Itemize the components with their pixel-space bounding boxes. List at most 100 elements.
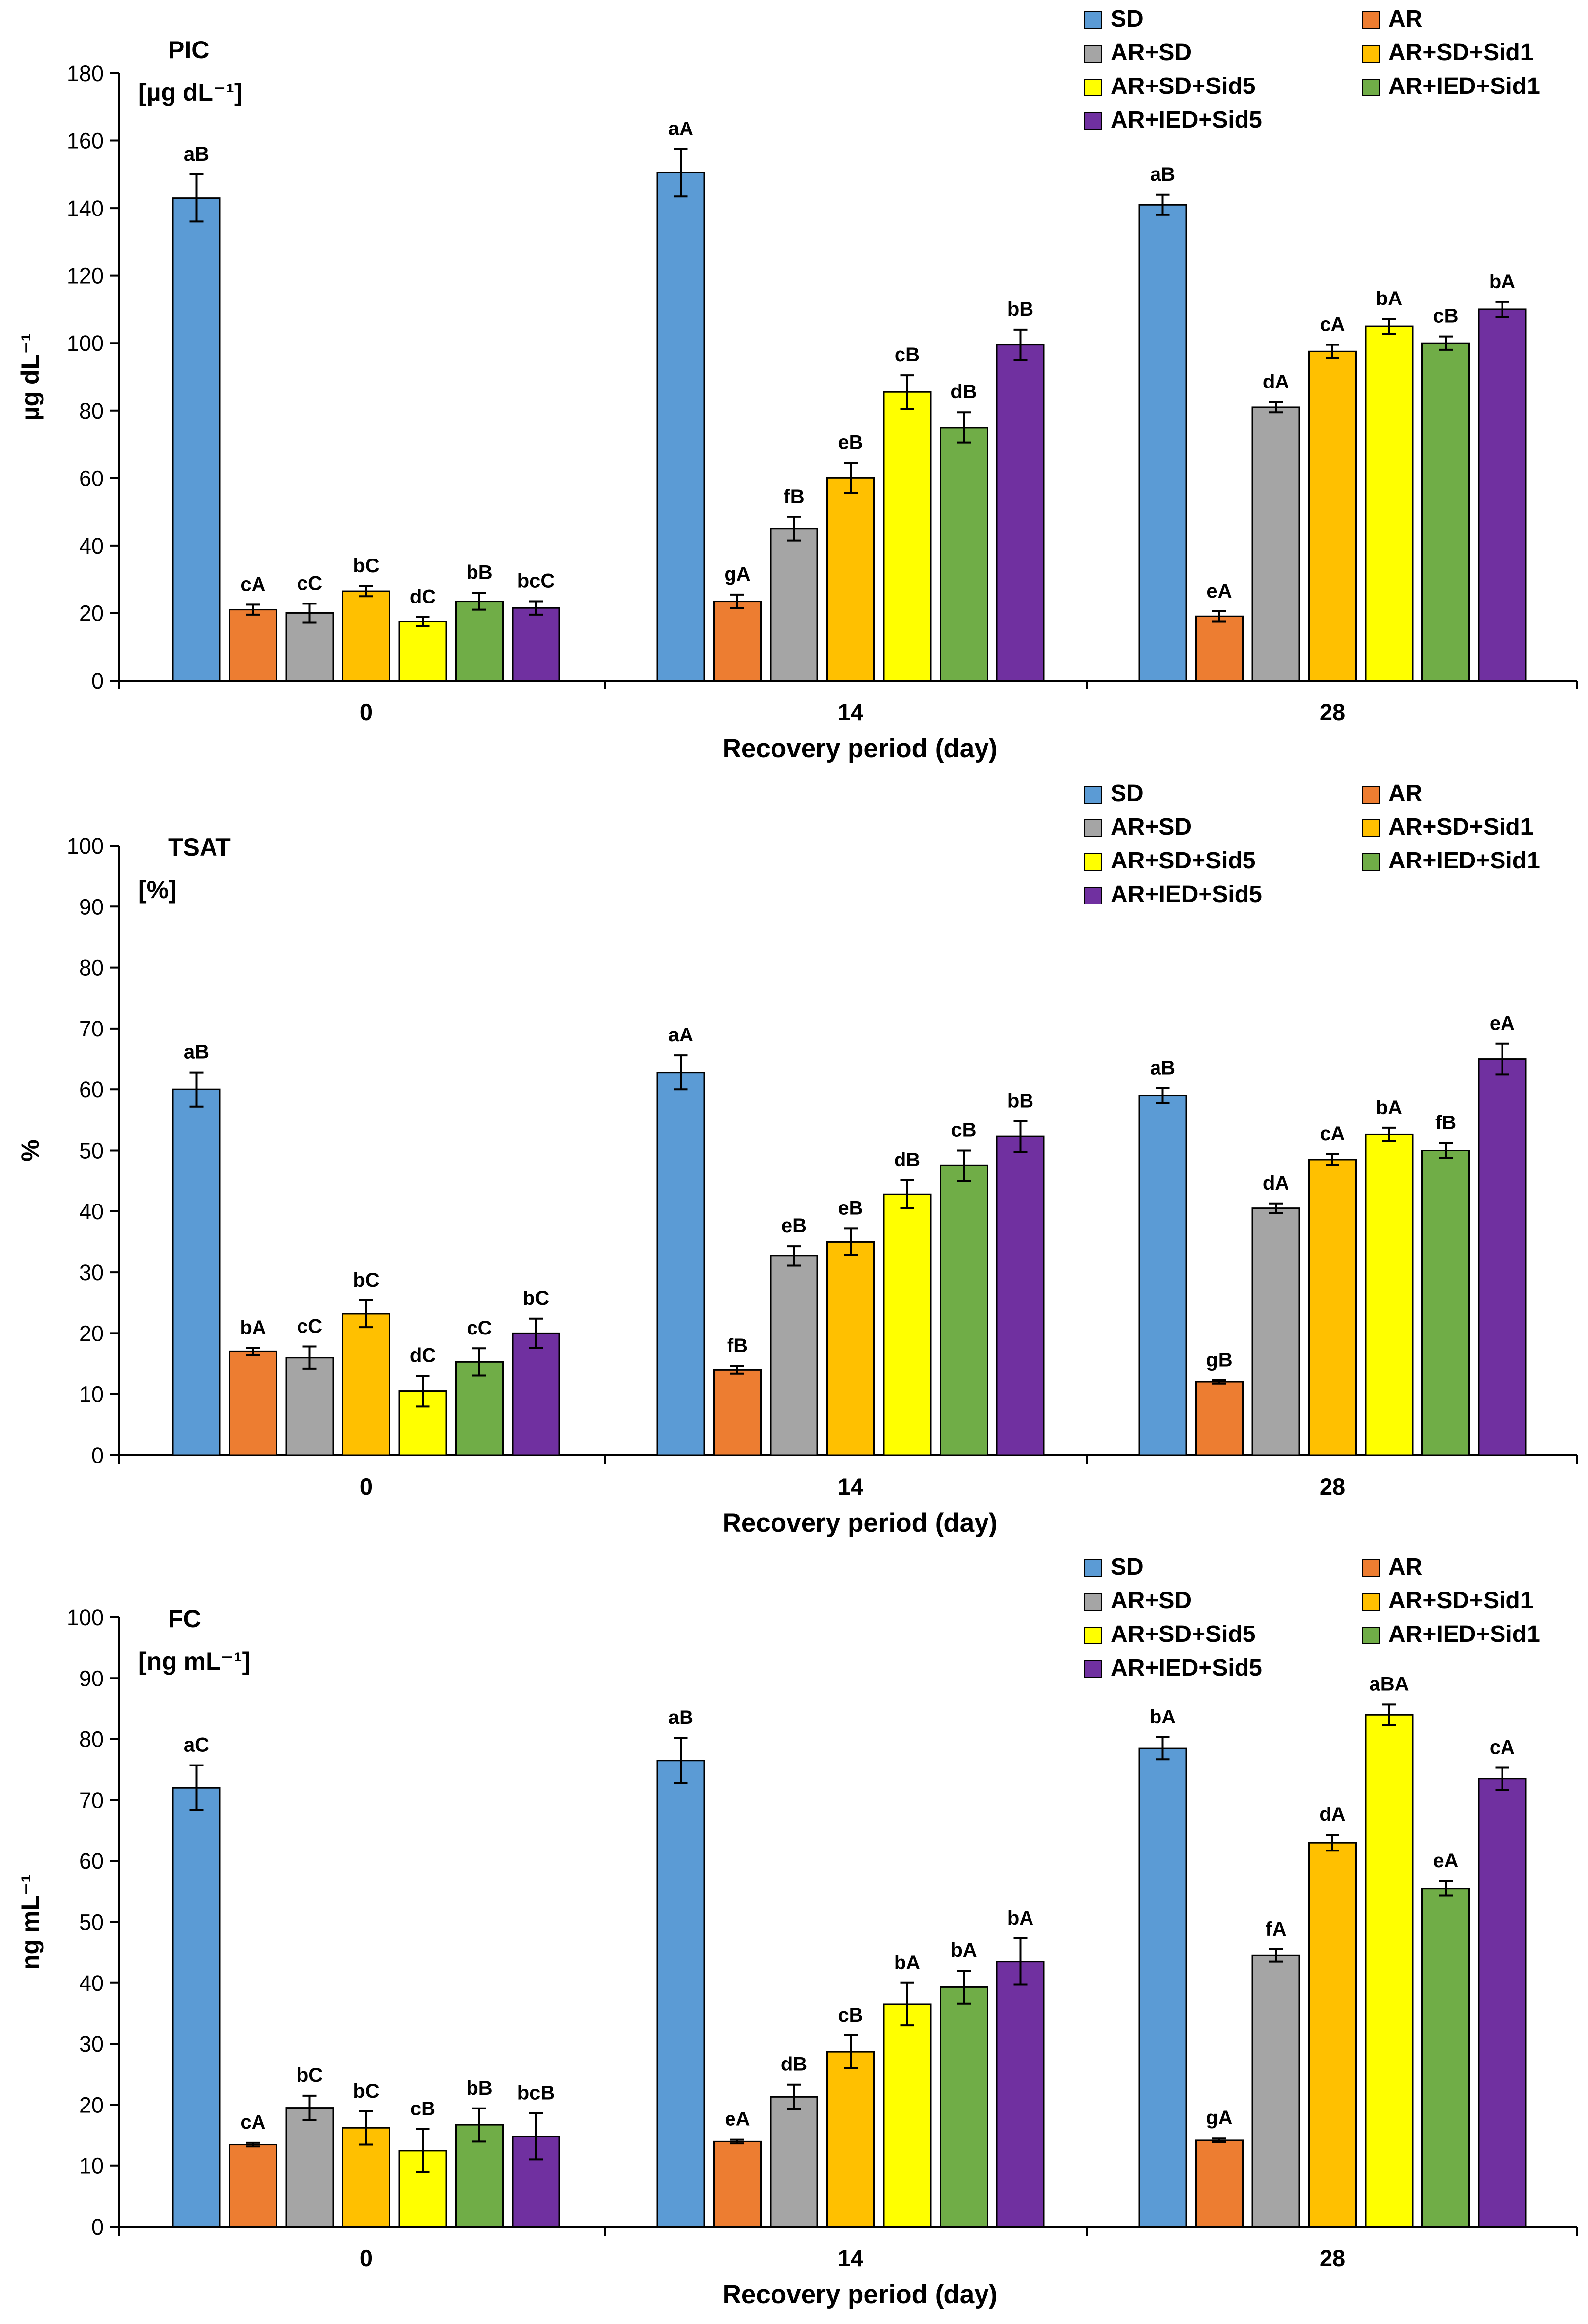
y-tick-label: 20 <box>79 1321 104 1346</box>
legend-swatch-ar-sd-sid5 <box>1084 853 1102 871</box>
significance-label: bA <box>1007 1907 1033 1929</box>
significance-label: bA <box>240 1317 266 1338</box>
bar-ar-sd-sid1-day-0 <box>342 1313 390 1456</box>
legend-label: AR+IED+Sid1 <box>1388 848 1540 874</box>
bar-ar-ied-sid5-day-28 <box>1478 1778 1527 2228</box>
significance-label: eA <box>1490 1013 1515 1034</box>
legend-swatch-ar-sd-sid1 <box>1362 819 1380 837</box>
x-category-label: 0 <box>360 1473 373 1500</box>
significance-label: dC <box>410 1345 436 1367</box>
y-tick-label: 0 <box>91 1443 104 1468</box>
bar-ar-sd-sid5-day-0 <box>398 621 447 682</box>
bar-ar-day-28 <box>1195 2139 1244 2228</box>
significance-label: cB <box>410 2098 435 2120</box>
chart-panel-fc: 0 10 20 30 40 50 60 70 80 90 100 0 14 28 Recovery peri… <box>16 1554 1578 2309</box>
legend-label: AR+SD+Sid1 <box>1388 814 1533 840</box>
significance-label: eB <box>838 1197 863 1219</box>
significance-label: bA <box>1489 271 1515 293</box>
legend-swatch-ar-ied-sid5 <box>1084 887 1102 904</box>
x-category-label: 14 <box>838 1473 863 1500</box>
significance-label: dC <box>410 586 436 608</box>
significance-label: eA <box>1433 1850 1458 1872</box>
significance-label: dB <box>950 381 977 403</box>
bar-sd-day-0 <box>172 1088 221 1456</box>
y-axis-title: ng mL⁻¹ <box>16 1874 44 1970</box>
bar-ar-ied-sid1-day-14 <box>940 1986 988 2228</box>
bar-ar-sd-sid1-day-28 <box>1308 1842 1357 2228</box>
legend-label: AR+SD+Sid1 <box>1388 40 1533 66</box>
chart-panel-tsat: 0 10 20 30 40 50 60 70 80 90 100 0 14 28 Recovery peri… <box>16 780 1578 1538</box>
legend-swatch-ar-sd <box>1084 1593 1102 1611</box>
panel-title: FC <box>168 1605 201 1633</box>
y-tick-label: 60 <box>79 1849 104 1874</box>
significance-label: bB <box>1007 299 1033 320</box>
x-axis-title: Recovery period (day) <box>723 1508 998 1538</box>
significance-label: dB <box>781 2054 807 2075</box>
bar-sd-day-28 <box>1138 1747 1187 2228</box>
y-tick-label: 60 <box>79 1077 104 1102</box>
significance-label: cB <box>895 344 920 366</box>
legend-label: AR+SD+Sid1 <box>1388 1588 1533 1614</box>
bar-sd-day-14 <box>656 172 705 682</box>
significance-label: cA <box>240 2111 265 2133</box>
legend-swatch-ar <box>1362 1559 1380 1577</box>
bar-ar-ied-sid5-day-14 <box>996 344 1045 682</box>
legend-swatch-ar-sd <box>1084 819 1102 837</box>
bar-ar-ied-sid5-day-28 <box>1478 308 1527 682</box>
bar-ar-sd-sid1-day-28 <box>1308 350 1357 682</box>
bar-ar-day-0 <box>229 2144 277 2228</box>
bar-ar-day-14 <box>713 2140 762 2228</box>
legend-swatch-ar-ied-sid5 <box>1084 1660 1102 1678</box>
bar-ar-ied-sid5-day-14 <box>996 1135 1045 1456</box>
y-tick-label: 140 <box>67 196 104 221</box>
legend-swatch-ar-ied-sid1 <box>1362 79 1380 96</box>
y-tick-label: 30 <box>79 2031 104 2057</box>
legend-swatch-ar-ied-sid1 <box>1362 853 1380 871</box>
significance-label: fB <box>727 1335 748 1357</box>
legend-swatch-sd <box>1084 1559 1102 1577</box>
bar-ar-sd-day-14 <box>770 2096 818 2228</box>
significance-label: dA <box>1263 1172 1289 1194</box>
y-tick-label: 50 <box>79 1910 104 1935</box>
significance-label: cC <box>297 1316 322 1337</box>
bar-sd-day-14 <box>656 1072 705 1456</box>
bar-ar-ied-sid5-day-14 <box>996 1961 1045 2228</box>
y-tick-label: 70 <box>79 1016 104 1041</box>
panel-unit: [%] <box>138 876 177 904</box>
panel-title: TSAT <box>168 833 231 861</box>
legend-label: SD <box>1111 1554 1144 1580</box>
bar-sd-day-0 <box>172 1787 221 2228</box>
significance-label: cC <box>297 572 322 594</box>
significance-label: bcC <box>517 570 555 592</box>
significance-label: gA <box>724 563 750 585</box>
y-tick-label: 20 <box>79 2092 104 2117</box>
significance-label: bC <box>353 2080 379 2102</box>
y-tick-label: 100 <box>67 1605 104 1630</box>
significance-label: eA <box>1206 580 1232 602</box>
significance-label: bC <box>297 2065 323 2086</box>
y-axis-title: % <box>16 1139 44 1161</box>
x-category-label: 28 <box>1320 1473 1345 1500</box>
x-category-label: 28 <box>1320 2245 1345 2271</box>
y-axis-title: µg dL⁻¹ <box>16 333 44 421</box>
bar-ar-ied-sid1-day-28 <box>1421 342 1470 682</box>
bar-ar-sd-day-0 <box>285 1357 334 1456</box>
chart-panel-pic: 0 20 40 60 80 100 120 140 160 180 0 14 28 Recovery pe… <box>16 6 1578 763</box>
bar-ar-sd-sid5-day-28 <box>1365 1133 1414 1456</box>
y-tick-label: 80 <box>79 1727 104 1752</box>
x-axis-title: Recovery period (day) <box>723 2280 998 2309</box>
bar-sd-day-14 <box>656 1760 705 2228</box>
legend-label: AR+SD+Sid5 <box>1111 1621 1255 1647</box>
bar-ar-sd-day-14 <box>770 1255 818 1456</box>
legend-label: AR+SD+Sid5 <box>1111 848 1255 874</box>
bar-ar-sd-sid5-day-28 <box>1365 1714 1414 2228</box>
significance-label: cA <box>240 573 265 595</box>
y-tick-label: 90 <box>79 894 104 919</box>
significance-label: fB <box>1435 1112 1456 1134</box>
bar-ar-sd-sid1-day-14 <box>826 2051 875 2228</box>
x-category-label: 0 <box>360 2245 373 2271</box>
bar-ar-day-28 <box>1195 1381 1244 1456</box>
bar-ar-sd-day-0 <box>285 2107 334 2228</box>
significance-label: fA <box>1265 1918 1286 1940</box>
